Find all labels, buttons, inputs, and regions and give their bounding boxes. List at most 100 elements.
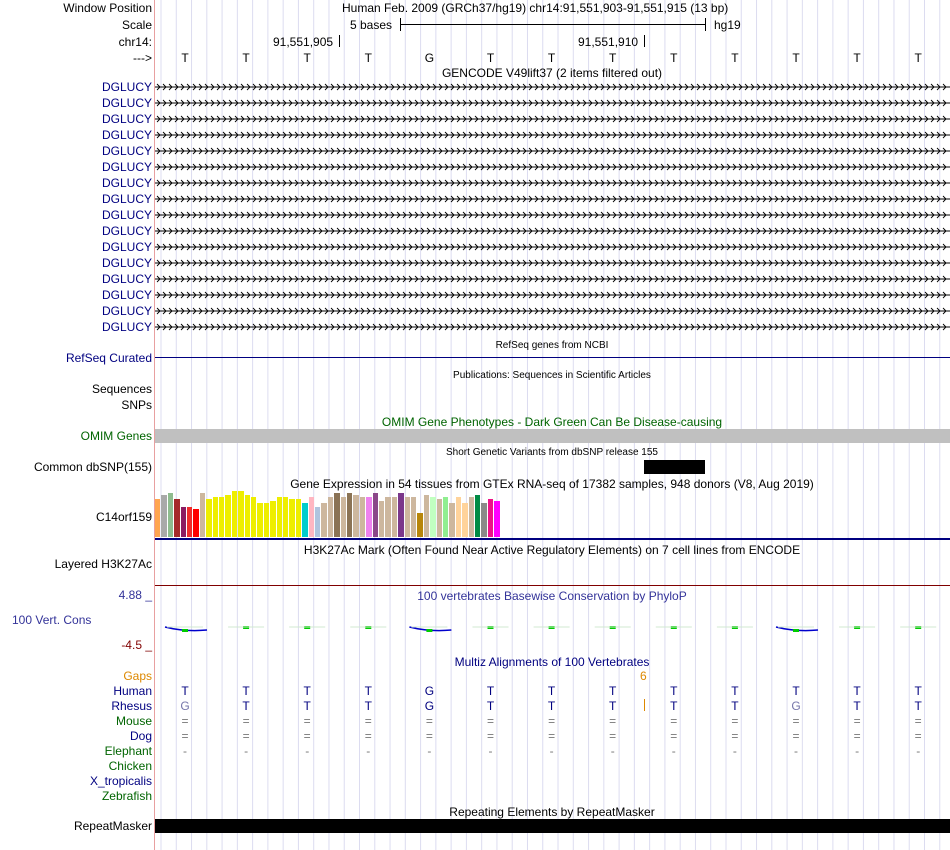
gtex-expression-bars[interactable] — [155, 490, 555, 537]
sequences-track-label[interactable]: Sequences — [91, 382, 152, 396]
gencode-gene-label[interactable]: DGLUCY — [101, 208, 152, 222]
gencode-track[interactable] — [155, 80, 950, 336]
gtex-track-label[interactable]: C14orf159 — [95, 510, 152, 524]
gencode-gene-label[interactable]: DGLUCY — [101, 144, 152, 158]
gtex-tissue-bar[interactable] — [174, 499, 180, 537]
gtex-tissue-bar[interactable] — [231, 491, 238, 537]
gtex-tissue-bar[interactable] — [430, 497, 436, 537]
gtex-tissue-bar[interactable] — [417, 513, 423, 537]
gencode-gene-label[interactable]: DGLUCY — [101, 320, 152, 334]
gencode-strand-chevrons — [156, 195, 947, 203]
omim-track-label[interactable]: OMIM Genes — [80, 429, 152, 443]
gtex-tissue-bar[interactable] — [161, 495, 167, 537]
gtex-tissue-bar[interactable] — [494, 501, 500, 537]
conservation-track-label[interactable]: 100 Vert. Cons — [12, 613, 92, 627]
dbsnp-track-label[interactable]: Common dbSNP(155) — [33, 460, 152, 474]
gtex-tissue-bar[interactable] — [244, 495, 250, 537]
omim-gene-bar[interactable] — [155, 429, 950, 443]
alignment-base: - — [855, 744, 860, 758]
gtex-tissue-bar[interactable] — [481, 503, 487, 537]
gtex-tissue-bar[interactable] — [398, 493, 404, 537]
gtex-tissue-bar[interactable] — [199, 493, 206, 537]
gencode-gene-label[interactable]: DGLUCY — [101, 272, 152, 286]
alignment-base: = — [486, 714, 494, 728]
gencode-gene-label[interactable]: DGLUCY — [101, 80, 152, 94]
gencode-gene-label[interactable]: DGLUCY — [101, 240, 152, 254]
gtex-tissue-bar[interactable] — [372, 493, 378, 537]
gtex-tissue-bar[interactable] — [187, 507, 193, 537]
gtex-tissue-bar[interactable] — [468, 497, 474, 537]
gtex-tissue-bar[interactable] — [276, 497, 282, 537]
gencode-gene-label[interactable]: DGLUCY — [101, 160, 152, 174]
gtex-tissue-bar[interactable] — [251, 497, 257, 537]
alignment-base: G — [791, 699, 801, 713]
gtex-tissue-bar[interactable] — [366, 497, 372, 537]
gtex-tissue-bar[interactable] — [449, 503, 455, 537]
repeatmasker-track-label[interactable]: RepeatMasker — [73, 819, 152, 833]
reference-base: T — [547, 51, 556, 65]
gtex-tissue-bar[interactable] — [385, 497, 391, 537]
dbsnp-variant[interactable] — [644, 460, 705, 474]
gtex-tissue-bar[interactable] — [270, 501, 276, 537]
gtex-tissue-bar[interactable] — [302, 503, 308, 537]
refseq-gene-line[interactable] — [155, 357, 950, 358]
alignment-base: T — [364, 699, 372, 713]
gtex-tissue-bar[interactable] — [340, 497, 346, 537]
alignment-base: = — [914, 714, 922, 728]
gtex-tissue-bar[interactable] — [391, 497, 398, 537]
gencode-gene-label[interactable]: DGLUCY — [101, 176, 152, 190]
gencode-gene-label[interactable]: DGLUCY — [101, 256, 152, 270]
gencode-gene-label[interactable]: DGLUCY — [101, 96, 152, 110]
gtex-tissue-bar[interactable] — [225, 495, 231, 537]
gtex-tissue-bar[interactable] — [295, 499, 302, 537]
gencode-gene-label[interactable]: DGLUCY — [101, 112, 152, 126]
conservation-track[interactable] — [155, 620, 950, 640]
gencode-gene-label[interactable]: DGLUCY — [101, 288, 152, 302]
gtex-tissue-bar[interactable] — [206, 499, 212, 537]
gtex-tissue-bar[interactable] — [347, 493, 353, 537]
snps-track-label[interactable]: SNPs — [121, 398, 152, 412]
gtex-tissue-bar[interactable] — [167, 493, 174, 537]
gtex-tissue-bar[interactable] — [436, 499, 442, 537]
gtex-tissue-bar[interactable] — [423, 495, 430, 537]
gtex-tissue-bar[interactable] — [321, 503, 327, 537]
gtex-tissue-bar[interactable] — [315, 507, 321, 537]
gencode-strand-chevrons — [156, 83, 947, 91]
gencode-strand-chevrons — [156, 115, 947, 123]
gencode-gene-label[interactable]: DGLUCY — [101, 192, 152, 206]
gtex-tissue-bar[interactable] — [455, 497, 462, 537]
gtex-tissue-bar[interactable] — [379, 501, 385, 537]
alignment-base: G — [424, 699, 435, 713]
gtex-tissue-bar[interactable] — [353, 495, 359, 537]
gtex-tissue-bar[interactable] — [257, 503, 263, 537]
gtex-tissue-bar[interactable] — [238, 491, 244, 537]
alignment-base: - — [549, 744, 554, 758]
gtex-tissue-bar[interactable] — [155, 499, 161, 537]
gtex-tissue-bar[interactable] — [327, 497, 334, 537]
gtex-tissue-bar[interactable] — [404, 497, 410, 537]
scale-bar — [400, 24, 706, 25]
repeatmasker-bar[interactable] — [155, 819, 950, 833]
gtex-tissue-bar[interactable] — [443, 497, 449, 537]
gtex-tissue-bar[interactable] — [212, 497, 218, 537]
gtex-tissue-bar[interactable] — [411, 497, 417, 537]
gtex-tissue-bar[interactable] — [308, 497, 314, 537]
gtex-tissue-bar[interactable] — [193, 509, 199, 537]
gtex-tissue-bar[interactable] — [283, 497, 289, 537]
tracks-panel[interactable]: Human Feb. 2009 (GRCh37/hg19) chr14:91,5… — [155, 0, 950, 850]
gtex-tissue-bar[interactable] — [219, 497, 225, 537]
gtex-tissue-bar[interactable] — [462, 503, 468, 537]
refseq-track-label[interactable]: RefSeq Curated — [65, 351, 152, 365]
gencode-gene-label[interactable]: DGLUCY — [101, 304, 152, 318]
gtex-tissue-bar[interactable] — [359, 497, 366, 537]
gtex-tissue-bar[interactable] — [289, 499, 295, 537]
gencode-gene-label[interactable]: DGLUCY — [101, 128, 152, 142]
gtex-tissue-bar[interactable] — [334, 493, 340, 537]
gtex-tissue-bar[interactable] — [487, 499, 494, 537]
h3k27ac-track-label[interactable]: Layered H3K27Ac — [54, 557, 152, 571]
gtex-tissue-bar[interactable] — [180, 507, 186, 537]
publications-track-title: Publications: Sequences in Scientific Ar… — [453, 370, 651, 381]
gtex-tissue-bar[interactable] — [263, 503, 270, 537]
gencode-gene-label[interactable]: DGLUCY — [101, 224, 152, 238]
gtex-tissue-bar[interactable] — [475, 495, 481, 537]
